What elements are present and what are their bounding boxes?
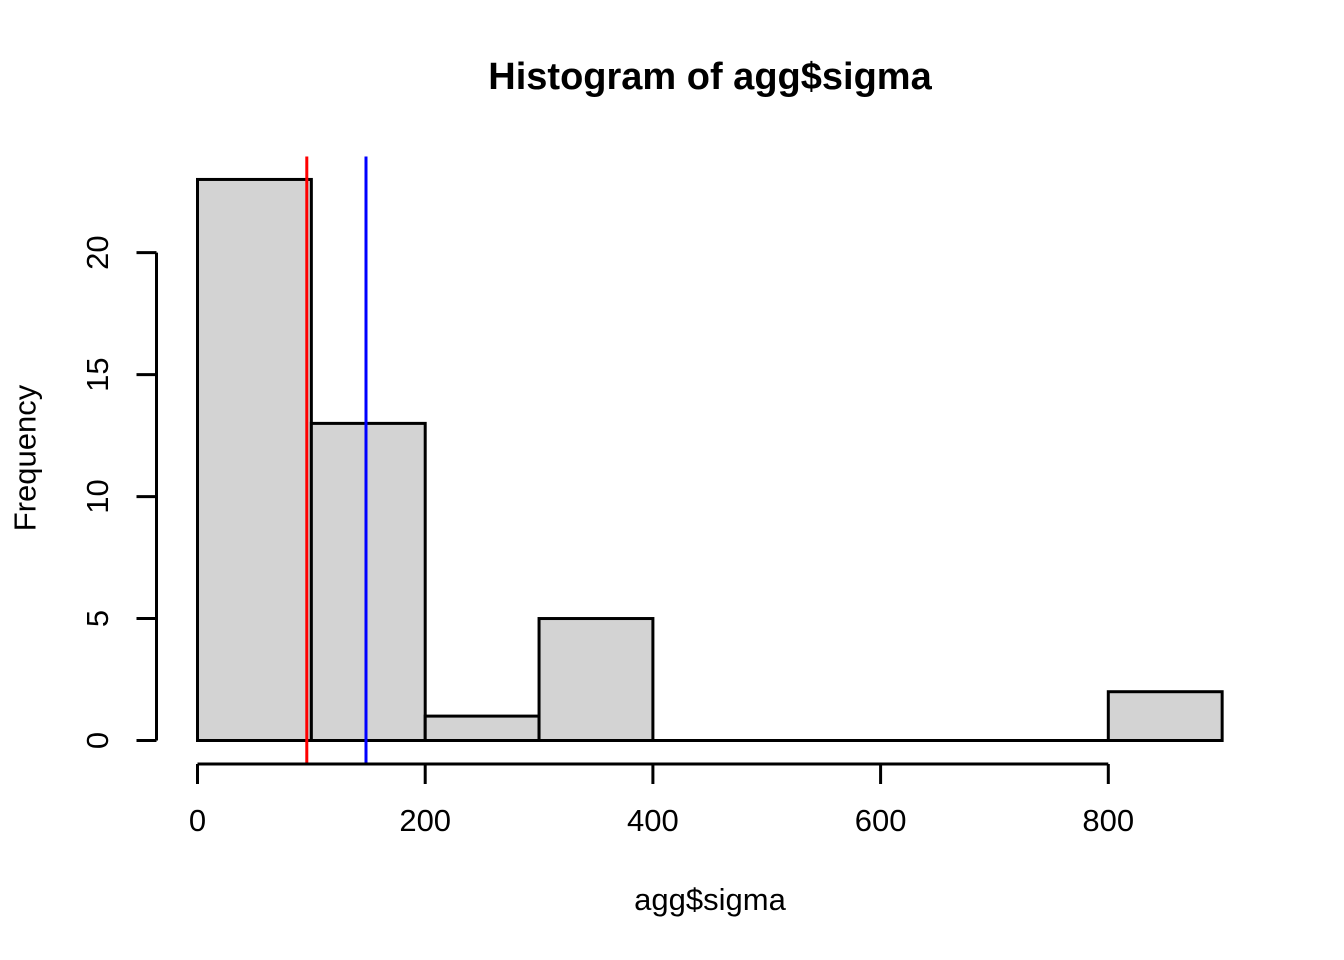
y-tick-label-5: 5 <box>80 610 115 627</box>
histogram-bar-300-400 <box>537 617 655 742</box>
x-axis-label: agg$sigma <box>634 882 786 917</box>
histogram-bar-200-300 <box>423 714 541 743</box>
y-axis-label: Frequency <box>7 384 43 532</box>
y-tick-label-0: 0 <box>80 732 115 749</box>
y-tick-label-10: 10 <box>80 479 115 513</box>
x-tick-label-600: 600 <box>855 803 907 838</box>
x-tick-label-400: 400 <box>627 803 679 838</box>
x-tick-label-200: 200 <box>399 803 451 838</box>
histogram-bar-800-900 <box>1106 690 1224 743</box>
chart-title: Histogram of agg$sigma <box>488 56 932 98</box>
y-tick-label-20: 20 <box>80 235 115 269</box>
y-tick-label-15: 15 <box>80 357 115 391</box>
x-tick-label-800: 800 <box>1082 803 1134 838</box>
x-tick-label-0: 0 <box>189 803 206 838</box>
histogram-bar-0-100 <box>196 177 313 742</box>
histogram-bar-100-200 <box>309 421 427 742</box>
